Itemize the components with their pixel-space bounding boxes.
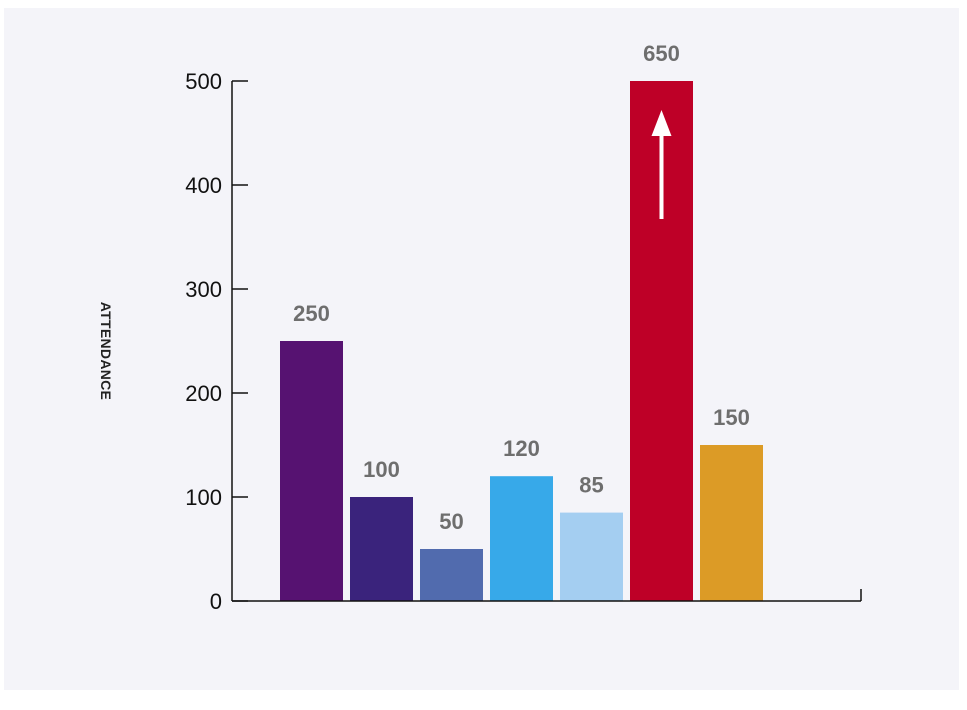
y-tick-label-500: 500 — [185, 69, 222, 94]
value-label-4: 85 — [579, 473, 603, 498]
y-tick-label-0: 0 — [210, 589, 222, 614]
value-label-5: 650 — [643, 41, 680, 66]
bar-1 — [350, 497, 413, 601]
overflow-arrow-head — [651, 110, 672, 136]
value-label-3: 120 — [503, 436, 540, 461]
axes-layer: 0 100 200 300 400 500 — [185, 69, 862, 614]
y-tick-label-400: 400 — [185, 173, 222, 198]
chart-card: ATTENDANCE 250 100 50 120 85 650 150 0 100 200 30… — [4, 8, 959, 690]
bar-2 — [420, 549, 483, 601]
y-tick-label-100: 100 — [185, 485, 222, 510]
value-label-2: 50 — [439, 509, 463, 534]
bar-chart: ATTENDANCE 250 100 50 120 85 650 150 0 100 200 30… — [98, 41, 862, 614]
bars-layer — [280, 81, 763, 601]
value-label-6: 150 — [713, 405, 750, 430]
y-tick-label-300: 300 — [185, 277, 222, 302]
bar-4 — [560, 512, 623, 601]
value-label-0: 250 — [293, 301, 330, 326]
value-labels-layer: 250 100 50 120 85 650 150 — [293, 41, 750, 534]
bar-3 — [490, 476, 553, 601]
y-axis-title: ATTENDANCE — [98, 302, 114, 400]
bar-0 — [280, 341, 343, 601]
bar-6 — [700, 445, 763, 601]
y-tick-label-200: 200 — [185, 381, 222, 406]
value-label-1: 100 — [363, 457, 400, 482]
